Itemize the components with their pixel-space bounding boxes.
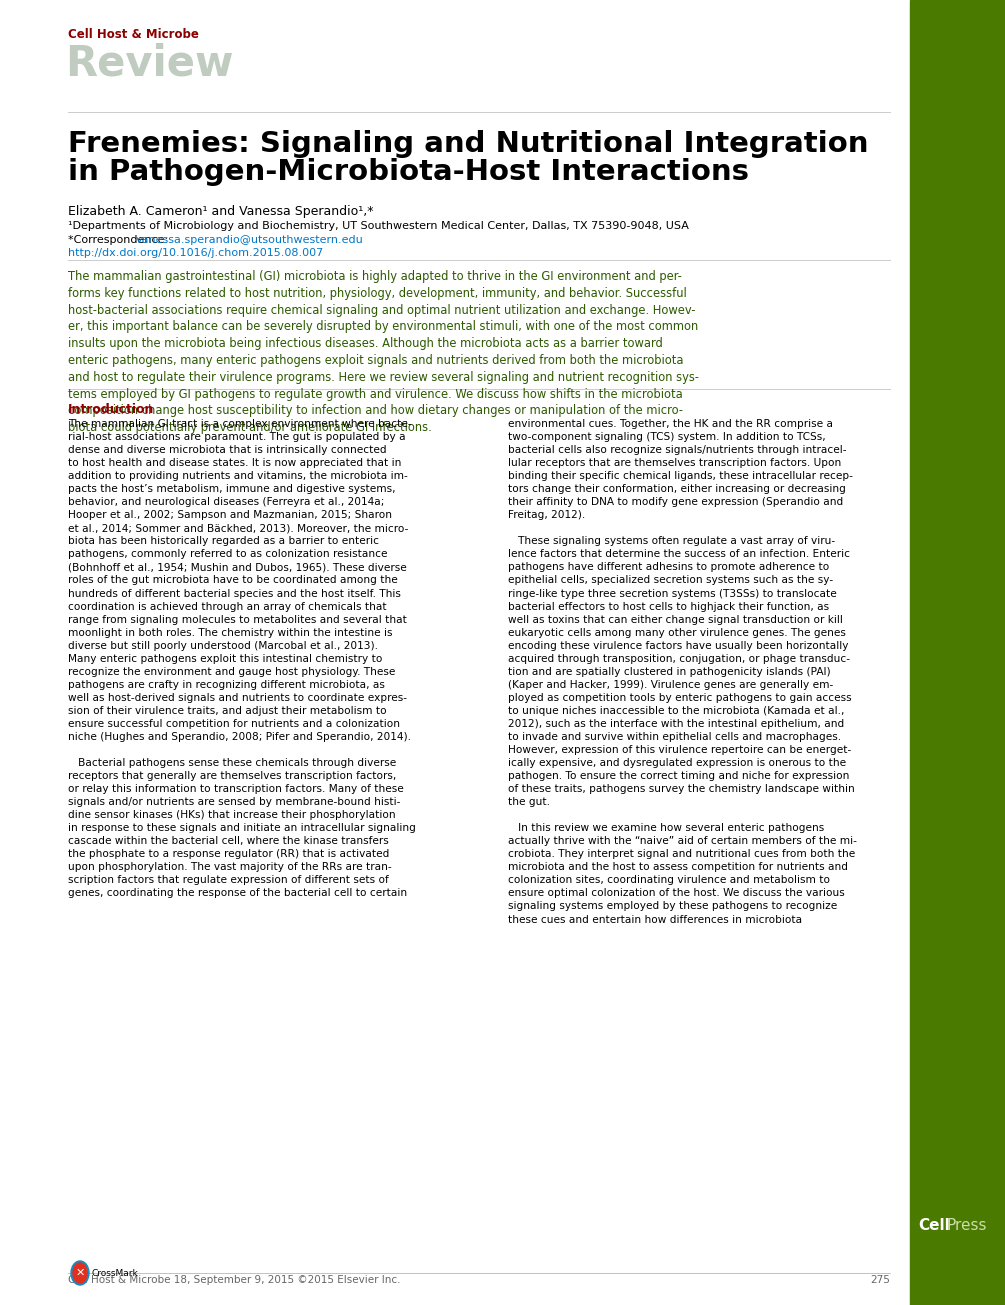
Text: 275: 275 — [870, 1275, 890, 1285]
Ellipse shape — [73, 1263, 87, 1283]
Text: Introduction: Introduction — [68, 403, 155, 416]
Text: ✕: ✕ — [75, 1268, 84, 1278]
Text: Cell: Cell — [918, 1218, 950, 1232]
Text: Cell Host & Microbe 18, September 9, 2015 ©2015 Elsevier Inc.: Cell Host & Microbe 18, September 9, 201… — [68, 1275, 401, 1285]
Text: *Correspondence:: *Correspondence: — [68, 235, 172, 245]
Text: Press: Press — [946, 1218, 987, 1232]
Text: CrossMark: CrossMark — [92, 1268, 139, 1278]
Text: The mammalian gastrointestinal (GI) microbiota is highly adapted to thrive in th: The mammalian gastrointestinal (GI) micr… — [68, 270, 699, 435]
Bar — [910, 0, 1005, 1305]
Ellipse shape — [71, 1261, 89, 1285]
Text: Frenemies: Signaling and Nutritional Integration: Frenemies: Signaling and Nutritional Int… — [68, 130, 868, 158]
Text: Review: Review — [65, 42, 233, 84]
Text: environmental cues. Together, the HK and the RR comprise a
two-component signali: environmental cues. Together, the HK and… — [508, 419, 857, 924]
Text: Cell Host & Microbe: Cell Host & Microbe — [68, 27, 199, 40]
Text: http://dx.doi.org/10.1016/j.chom.2015.08.007: http://dx.doi.org/10.1016/j.chom.2015.08… — [68, 248, 324, 258]
Text: Elizabeth A. Cameron¹ and Vanessa Sperandio¹,*: Elizabeth A. Cameron¹ and Vanessa Speran… — [68, 205, 374, 218]
Text: The mammalian GI tract is a complex environment where bacte-
rial-host associati: The mammalian GI tract is a complex envi… — [68, 419, 416, 898]
Text: ¹Departments of Microbiology and Biochemistry, UT Southwestern Medical Center, D: ¹Departments of Microbiology and Biochem… — [68, 221, 688, 231]
Text: in Pathogen-Microbiota-Host Interactions: in Pathogen-Microbiota-Host Interactions — [68, 158, 749, 187]
Text: vanessa.sperandio@utsouthwestern.edu: vanessa.sperandio@utsouthwestern.edu — [136, 235, 364, 245]
